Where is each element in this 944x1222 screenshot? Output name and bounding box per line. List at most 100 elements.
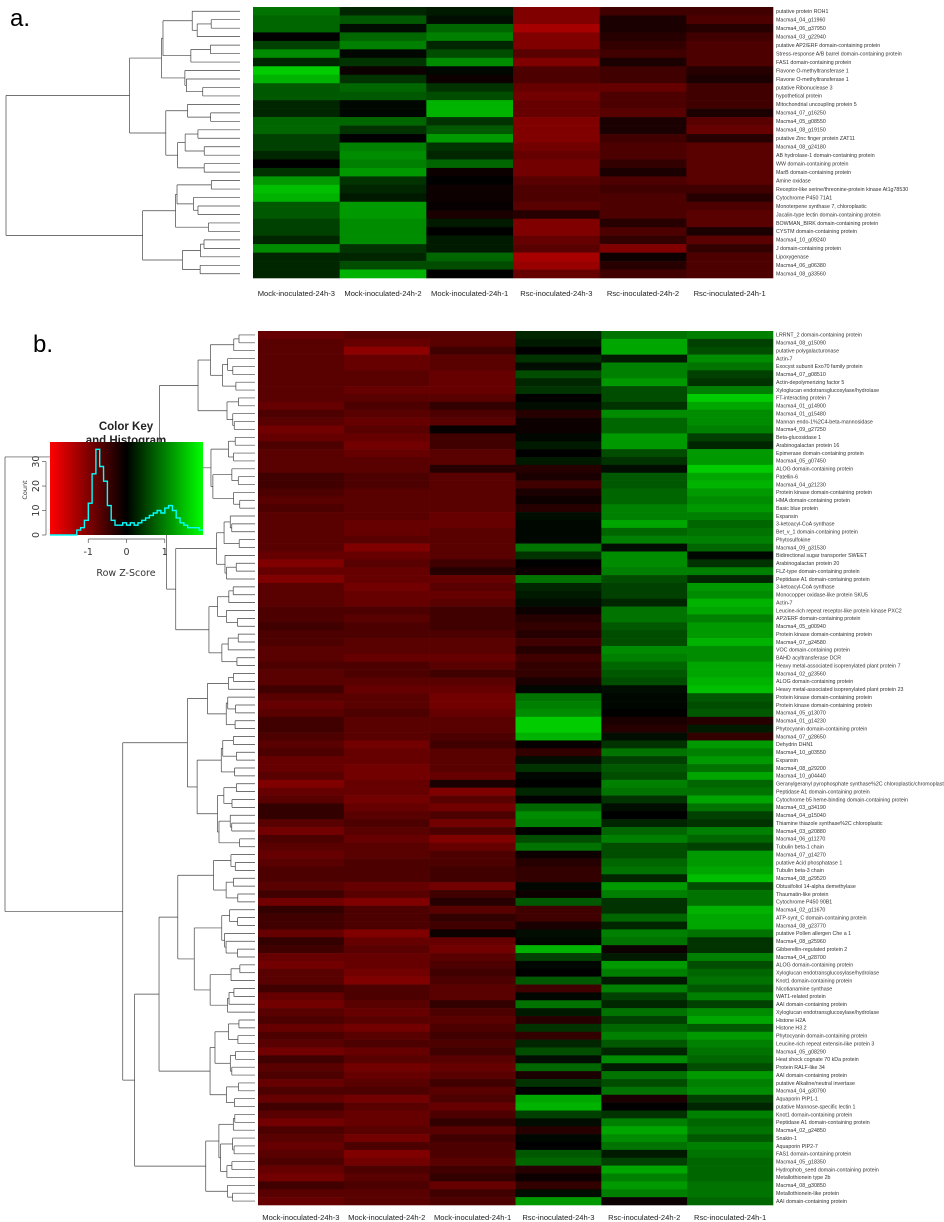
heatmap-cell bbox=[513, 269, 600, 279]
heatmap-cell bbox=[339, 108, 427, 118]
row-label: J domain-containing protein bbox=[776, 246, 841, 252]
heatmap-cell bbox=[258, 519, 345, 529]
heatmap-cell bbox=[343, 441, 430, 450]
heatmap-cell bbox=[515, 496, 602, 505]
heatmap-cell bbox=[429, 1039, 516, 1048]
heatmap-cell bbox=[515, 1149, 602, 1159]
heatmap-cell bbox=[343, 874, 430, 883]
heatmap-cell bbox=[515, 764, 602, 773]
column-label: Mock-inoculated-24h-1 bbox=[434, 1213, 511, 1222]
heatmap-cell bbox=[429, 433, 516, 442]
heatmap-cell bbox=[429, 1173, 516, 1182]
heatmap-cell bbox=[687, 331, 774, 340]
heatmap-cell bbox=[258, 1071, 345, 1080]
column-labels-b: Mock-inoculated-24h-3 Mock-inoculated-24h… bbox=[262, 1213, 766, 1222]
heatmap-cell bbox=[601, 787, 688, 796]
heatmap-cell bbox=[515, 882, 602, 891]
heatmap-cell bbox=[601, 606, 688, 615]
heatmap-cell bbox=[687, 1173, 774, 1182]
heatmap-cell bbox=[515, 567, 602, 576]
row-label: Beta-glucosidase 1 bbox=[776, 435, 821, 441]
heatmap-cell bbox=[686, 32, 774, 42]
heatmap-cell bbox=[258, 1047, 345, 1056]
heatmap-cell bbox=[343, 1071, 430, 1080]
heatmap-cell bbox=[601, 1189, 688, 1198]
heatmap-cell bbox=[601, 622, 688, 631]
heatmap-cell bbox=[258, 575, 345, 584]
heatmap-cell bbox=[515, 393, 602, 403]
heatmap-cell bbox=[515, 890, 602, 899]
heatmap-cell bbox=[513, 83, 600, 92]
heatmap-cell bbox=[426, 210, 514, 220]
heatmap-cell bbox=[339, 15, 427, 25]
heatmap-cell bbox=[687, 890, 774, 899]
heatmap-cell bbox=[343, 622, 430, 631]
heatmap-cell bbox=[686, 201, 774, 211]
heatmap-cell bbox=[513, 210, 600, 220]
heatmap-cell bbox=[426, 125, 514, 135]
heatmap-cell bbox=[687, 645, 774, 655]
heatmap-cell bbox=[601, 1063, 688, 1072]
heatmap-cell bbox=[343, 1189, 430, 1198]
heatmap-cell bbox=[687, 661, 774, 670]
row-label: Metallothionein type 2b bbox=[776, 1175, 831, 1181]
row-label: Aquaporin PIP1-1 bbox=[776, 1097, 818, 1103]
heatmap-cell bbox=[426, 167, 514, 177]
heatmap-cell bbox=[601, 1142, 688, 1151]
heatmap-cell bbox=[343, 630, 430, 639]
heatmap-cell bbox=[687, 756, 774, 765]
row-label: Flavone O-methyltransferase 1 bbox=[776, 68, 849, 74]
heatmap-cell bbox=[601, 472, 688, 481]
heatmap-cell bbox=[258, 811, 345, 820]
row-label: Xyloglucan endotransglucosylase/hydrolas… bbox=[776, 971, 879, 977]
heatmap-cell bbox=[253, 57, 340, 67]
heatmap-cell bbox=[343, 771, 430, 781]
heatmap-cell bbox=[687, 606, 774, 615]
heatmap-cell bbox=[343, 480, 430, 489]
heatmap-cell bbox=[601, 582, 688, 592]
heatmap-cell bbox=[429, 1142, 516, 1151]
heatmap-cell bbox=[343, 858, 430, 867]
heatmap-cell bbox=[343, 708, 430, 718]
row-label: FAS1 domain-containing protein bbox=[776, 60, 851, 66]
heatmap-cell bbox=[601, 504, 688, 513]
heatmap-cell bbox=[343, 338, 430, 348]
color-key-xlabel: Row Z-Score bbox=[96, 568, 155, 579]
heatmap-cell bbox=[687, 740, 774, 749]
heatmap-cell bbox=[339, 244, 427, 253]
heatmap-cell bbox=[513, 184, 600, 194]
row-label: Macma4_07_g08510 bbox=[776, 372, 826, 378]
row-label: Lipoxygenase bbox=[776, 255, 809, 261]
heatmap-cell bbox=[515, 1063, 602, 1072]
row-label: Macma4_01_g15480 bbox=[776, 411, 826, 417]
heatmap-cell bbox=[429, 449, 516, 458]
heatmap-cell bbox=[515, 937, 602, 946]
heatmap-cell bbox=[429, 1110, 516, 1119]
heatmap-cell bbox=[343, 819, 430, 828]
row-label: Expansin bbox=[776, 514, 798, 520]
row-label: Leucine-rich repeat extensin-like protei… bbox=[776, 1041, 874, 1047]
heatmap-cell bbox=[687, 370, 774, 379]
heatmap-cell bbox=[429, 858, 516, 867]
heatmap-cell bbox=[339, 49, 427, 59]
heatmap-cell bbox=[686, 244, 774, 253]
heatmap-cell bbox=[258, 756, 345, 765]
heatmap-cell bbox=[687, 708, 774, 718]
heatmap-cell bbox=[686, 252, 774, 262]
heatmap-cell bbox=[343, 488, 430, 497]
heatmap-cell bbox=[599, 142, 687, 152]
heatmap-cell bbox=[686, 15, 774, 25]
heatmap-cell bbox=[686, 49, 774, 59]
heatmap-cell bbox=[258, 701, 345, 710]
row-label: 3-ketoacyl-CoA synthase bbox=[776, 522, 835, 528]
heatmap-cell bbox=[601, 645, 688, 655]
heatmap-cell bbox=[601, 401, 688, 411]
row-label: Macma4_08_g15090 bbox=[776, 341, 826, 347]
heatmap-cell bbox=[515, 811, 602, 820]
heatmap-cell bbox=[343, 354, 430, 363]
heatmap-cell bbox=[258, 740, 345, 749]
heatmap-cell bbox=[343, 567, 430, 576]
heatmap-cell bbox=[343, 779, 430, 788]
heatmap-cell bbox=[686, 74, 774, 84]
